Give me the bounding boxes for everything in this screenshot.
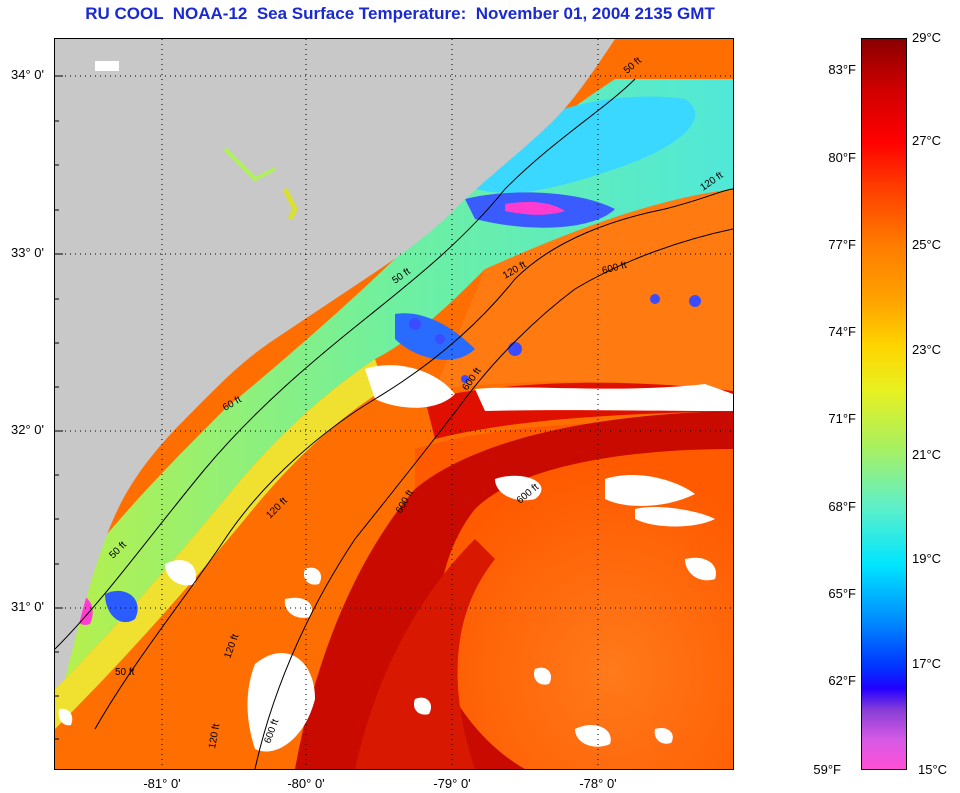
fahrenheit-label: 74°F <box>828 324 856 339</box>
temperature-colorbar <box>861 38 907 770</box>
fahrenheit-label: 83°F <box>828 62 856 77</box>
fahrenheit-label: 62°F <box>828 673 856 688</box>
celsius-label: 23°C <box>912 342 942 357</box>
map-title: RU COOL NOAA-12 Sea Surface Temperature:… <box>85 4 715 23</box>
land-mass <box>55 39 615 689</box>
fahrenheit-label: 68°F <box>828 499 856 514</box>
lon-label: -80° 0' <box>287 776 325 791</box>
celsius-label: 21°C <box>912 447 942 462</box>
celsius-label: 25°C <box>912 237 942 252</box>
sst-map-canvas: 50 ft 120 ft 600 ft 50 ft 120 ft 600 ft … <box>54 39 734 770</box>
cold-water-north <box>475 96 696 193</box>
inland-water-2 <box>282 187 298 221</box>
coastal-waters <box>55 79 733 689</box>
celsius-label: 19°C <box>912 551 942 566</box>
cold-core <box>505 201 565 215</box>
inland-water <box>223 147 276 182</box>
lat-ticks <box>55 75 63 740</box>
fahrenheit-label: 80°F <box>828 150 856 165</box>
lon-label: -81° 0' <box>143 776 181 791</box>
celsius-label: 17°C <box>912 656 942 671</box>
cold-specks <box>409 294 701 383</box>
lon-label: -79° 0' <box>433 776 471 791</box>
fahrenheit-label: 59°F <box>813 762 841 777</box>
cold-patch-south <box>105 590 138 623</box>
lon-label: -78° 0' <box>579 776 617 791</box>
lat-label: 34° 0' <box>11 67 44 82</box>
celsius-label: 27°C <box>912 133 942 148</box>
fahrenheit-label: 71°F <box>828 411 856 426</box>
lat-label: 32° 0' <box>11 422 44 437</box>
fahrenheit-label: 65°F <box>828 586 856 601</box>
contour-label: 50 ft <box>115 667 135 678</box>
gulf-stream-core <box>355 539 495 769</box>
fahrenheit-label: 77°F <box>828 237 856 252</box>
cloud-patch-nw <box>95 61 119 71</box>
celsius-label: 29°C <box>912 30 942 45</box>
sst-map: 50 ft 120 ft 600 ft 50 ft 120 ft 600 ft … <box>54 38 734 770</box>
lat-label: 31° 0' <box>11 599 44 614</box>
clouds <box>58 365 733 752</box>
lat-label: 33° 0' <box>11 245 44 260</box>
graticule <box>55 39 733 769</box>
contour-label: 120 ft <box>207 723 222 750</box>
isobath-contours <box>54 78 734 770</box>
celsius-label: 15°C <box>918 762 948 777</box>
offshore-north <box>435 189 733 391</box>
midshelf-yellow <box>55 359 385 729</box>
